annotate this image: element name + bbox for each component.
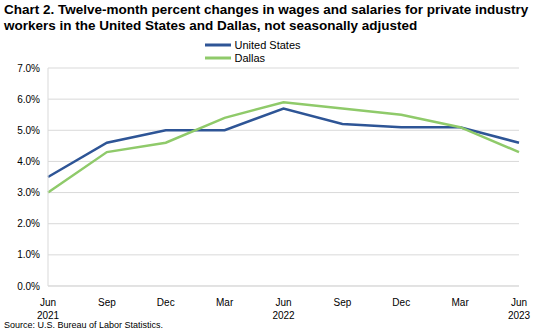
svg-text:7.0%: 7.0% xyxy=(17,63,40,74)
svg-text:5.0%: 5.0% xyxy=(17,125,40,136)
svg-text:6.0%: 6.0% xyxy=(17,94,40,105)
html-text:Source: U.S. Bureau of Labor S: Source: U.S. Bureau of Labor Statistics. xyxy=(4,320,164,330)
svg-text:Mar: Mar xyxy=(452,297,470,308)
svg-text:3.0%: 3.0% xyxy=(17,187,40,198)
svg-text:Dec: Dec xyxy=(392,297,410,308)
svg-text:Mar: Mar xyxy=(216,297,234,308)
html-text:United States: United States xyxy=(234,38,301,51)
svg-text:Sep: Sep xyxy=(98,297,116,308)
svg-text:0.0%: 0.0% xyxy=(17,281,40,292)
svg-text:Jun2022: Jun2022 xyxy=(272,297,295,320)
svg-text:Sep: Sep xyxy=(333,297,351,308)
svg-text:Dec: Dec xyxy=(157,297,175,308)
svg-text:1.0%: 1.0% xyxy=(17,249,40,260)
svg-text:4.0%: 4.0% xyxy=(17,156,40,167)
html-text:Chart 2. Twelve-month percent: Chart 2. Twelve-month percent changes in… xyxy=(4,2,529,33)
svg-text:Jun2021: Jun2021 xyxy=(37,297,60,320)
svg-text:2.0%: 2.0% xyxy=(17,218,40,229)
svg-text:Jun2023: Jun2023 xyxy=(508,297,529,320)
html-text:Dallas: Dallas xyxy=(234,51,266,64)
